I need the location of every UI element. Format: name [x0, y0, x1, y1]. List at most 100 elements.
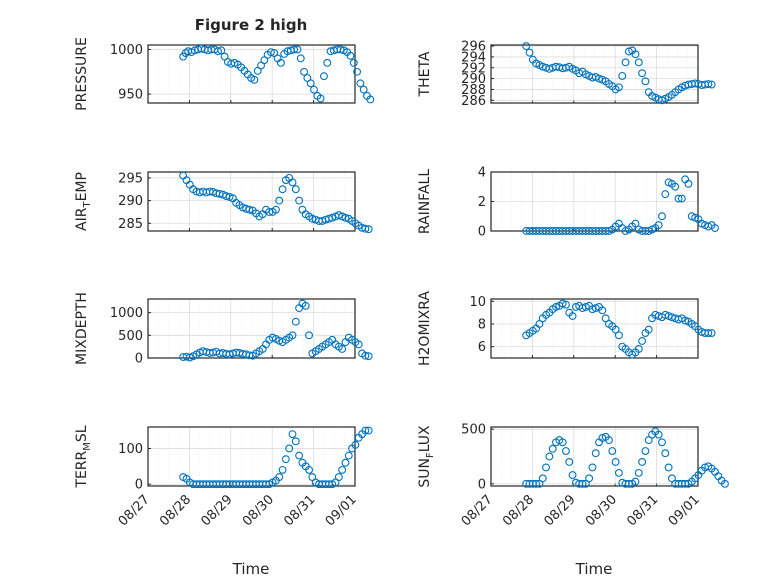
data-point	[677, 194, 686, 203]
data-point	[561, 447, 570, 455]
data-point	[288, 178, 297, 187]
y-tick-label: 4	[478, 166, 486, 181]
data-point	[707, 329, 716, 337]
data-point	[578, 479, 587, 488]
data-point	[641, 447, 650, 455]
data-point	[634, 58, 643, 67]
data-point	[344, 451, 353, 460]
data-point	[720, 479, 729, 488]
y-axis-label: AIRTEMP	[74, 172, 93, 231]
data-point	[595, 74, 604, 83]
x-tick-label: 08/29	[542, 492, 579, 529]
data-point	[522, 42, 531, 51]
y-tick-label: 295	[118, 171, 143, 186]
data-point	[361, 351, 370, 360]
data-point	[588, 463, 597, 472]
data-point	[568, 471, 577, 480]
data-point	[361, 224, 370, 233]
data-point	[359, 85, 368, 94]
x-tick-label: 08/27	[116, 492, 153, 529]
data-point	[624, 47, 633, 56]
data-point	[565, 458, 574, 466]
data-point	[598, 306, 607, 315]
data-point	[644, 325, 653, 334]
data-point	[346, 51, 355, 60]
y-tick-label: 500	[118, 329, 143, 344]
data-point	[631, 50, 640, 59]
data-point	[245, 205, 254, 214]
data-point	[275, 196, 284, 205]
data-point	[290, 45, 299, 54]
data-point	[611, 458, 620, 466]
data-point	[354, 340, 363, 349]
data-point	[353, 67, 362, 76]
data-point	[301, 301, 310, 310]
data-point	[674, 194, 683, 203]
data-point	[535, 320, 544, 328]
x-tick-label: 08/27	[459, 492, 496, 529]
data-point	[618, 71, 627, 80]
y-tick-label: 0	[478, 477, 486, 492]
x-tick-label: 08/28	[500, 492, 537, 529]
data-point	[364, 426, 373, 435]
y-axis-label: THETA	[417, 51, 433, 97]
data-point	[561, 300, 570, 309]
data-point	[316, 94, 325, 103]
axes-frame	[147, 171, 356, 232]
data-point	[538, 474, 547, 483]
data-point	[271, 205, 280, 214]
data-point	[664, 463, 673, 472]
y-tick-label: 292	[461, 61, 486, 76]
data-point	[366, 95, 375, 104]
data-point	[634, 344, 643, 353]
data-point	[293, 45, 302, 54]
data-point	[681, 316, 690, 325]
data-point	[711, 224, 719, 233]
data-point	[288, 331, 297, 340]
data-point	[349, 58, 358, 67]
data-point	[310, 85, 318, 94]
data-point	[585, 474, 594, 483]
y-tick-label: 2	[478, 195, 486, 210]
data-point	[684, 179, 693, 188]
data-point	[614, 83, 623, 92]
data-point	[545, 452, 554, 461]
data-point	[320, 72, 328, 81]
y-axis-label: MIXDEPTH	[74, 292, 90, 365]
data-point	[591, 449, 600, 458]
y-tick-label: 6	[478, 340, 486, 355]
data-point	[338, 465, 347, 474]
data-point	[605, 436, 613, 445]
data-point	[338, 344, 347, 353]
data-point	[214, 47, 222, 56]
data-point	[364, 352, 373, 361]
data-point	[305, 465, 313, 474]
data-point	[654, 221, 663, 230]
subplot-4: 0 2 4 RAINFALL	[417, 166, 719, 240]
x-tick-label: 08/30	[583, 492, 620, 529]
data-point	[548, 444, 557, 453]
data-point	[614, 331, 623, 340]
data-point	[638, 337, 647, 345]
data-point	[295, 451, 304, 460]
y-axis-label: SUNFLUX	[417, 425, 436, 488]
data-point	[614, 468, 623, 477]
axes-frame	[490, 426, 699, 487]
y-tick-label: 100	[118, 442, 143, 457]
y-tick-label: 8	[478, 317, 486, 332]
data-point	[552, 302, 560, 311]
y-tick-label: 0	[135, 352, 143, 367]
y-tick-label: 296	[461, 40, 486, 55]
data-point	[300, 67, 309, 76]
data-point	[661, 449, 670, 458]
data-point	[296, 54, 305, 63]
data-point	[295, 196, 304, 205]
subplot-8: 0 500 SUNFLUX 08/27 08/28 08/29 08/30 08/31 09/0…	[417, 423, 729, 529]
data-point	[276, 58, 285, 67]
subplot-5: 0 500 1000 MIXDEPTH	[74, 292, 373, 367]
data-point	[671, 182, 680, 191]
y-axis-label: TERRMSL	[74, 425, 93, 488]
axes-frame	[147, 426, 356, 487]
